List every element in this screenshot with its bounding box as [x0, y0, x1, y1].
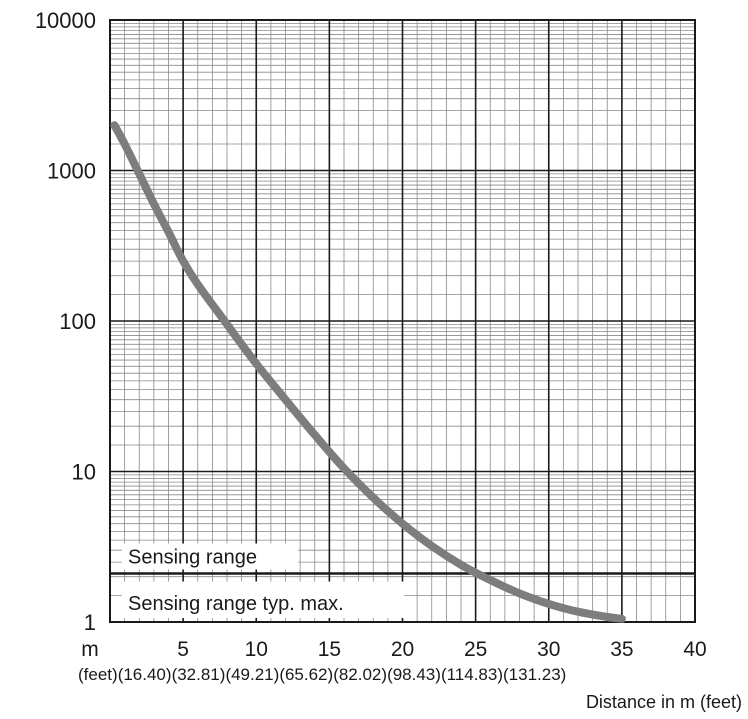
y-tick-label: 10 — [72, 460, 96, 485]
x-tick-label: 40 — [683, 638, 706, 661]
x-tick-sublabel: (114.83) — [441, 665, 503, 684]
x-tick-label: 10 — [245, 638, 268, 661]
x-tick-sublabel: (16.40) — [118, 665, 172, 684]
x-tick-label: 35 — [610, 638, 633, 661]
threshold-label-above: Sensing range — [128, 547, 257, 569]
x-tick-label: 20 — [391, 638, 414, 661]
x-tick-sublabel: (feet) — [78, 665, 118, 684]
x-tick-label: 15 — [318, 638, 341, 661]
x-tick-label: 5 — [177, 638, 189, 661]
x-tick-sublabel: (32.81) — [172, 665, 226, 684]
x-tick-labels: m 5 10 15 20 25 30 35 40 (feet) (16.40) (32.81) (49.… — [78, 638, 707, 684]
y-tick-label: 10000 — [35, 8, 96, 33]
x-tick-sublabel: (98.43) — [387, 665, 441, 684]
y-tick-label: 1000 — [47, 159, 96, 184]
y-tick-label: 100 — [59, 309, 96, 334]
plot-frame — [109, 19, 696, 623]
x-tick-label: 25 — [464, 638, 487, 661]
x-tick-sublabel: (82.02) — [333, 665, 387, 684]
threshold-label-below: Sensing range typ. max. — [128, 593, 344, 615]
threshold-label-bg-below — [122, 581, 404, 618]
x-tick-label: m — [81, 638, 99, 661]
series-line — [110, 121, 626, 623]
y-tick-label: 1 — [84, 610, 96, 635]
threshold-label-bg-above — [122, 543, 298, 570]
x-axis-label: Distance in m (feet) — [586, 692, 742, 712]
x-tick-label: 30 — [537, 638, 560, 661]
x-tick-sublabel: (65.62) — [279, 665, 333, 684]
y-tick-labels: 1 10 100 1000 10000 — [35, 8, 96, 635]
x-tick-sublabel: (131.23) — [503, 665, 566, 684]
x-tick-sublabel: (49.21) — [225, 665, 279, 684]
